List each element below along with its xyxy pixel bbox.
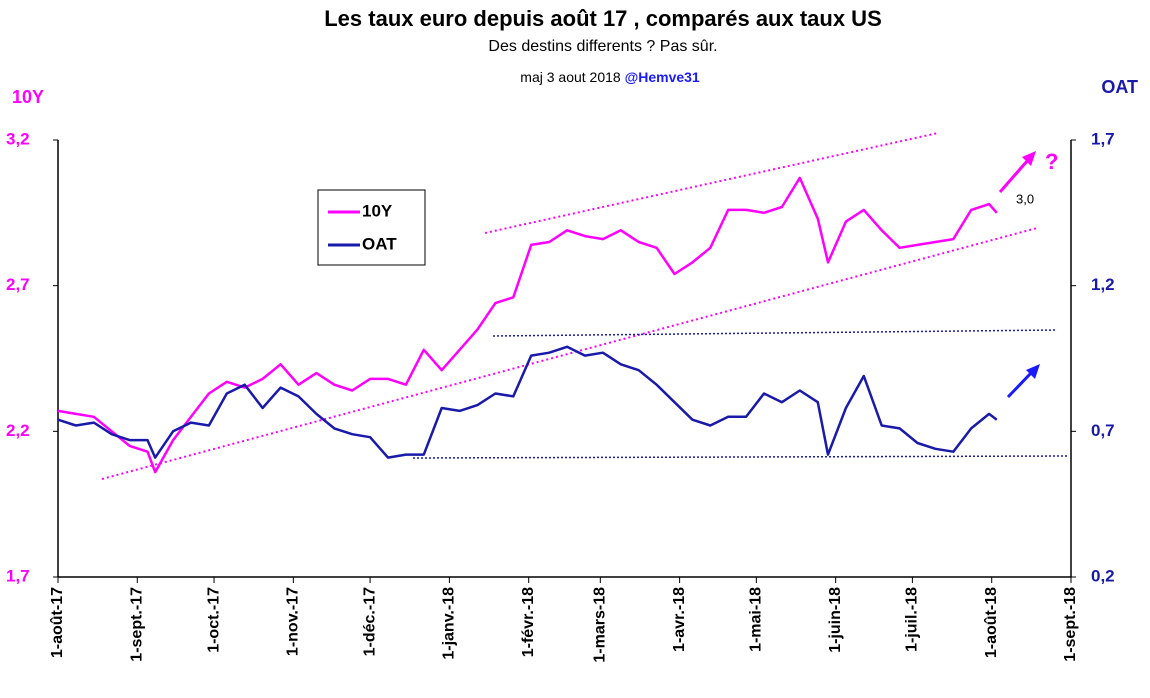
x-tick-label: 1-août-18 <box>983 587 1000 658</box>
y2-tick-label: 0,2 <box>1091 566 1115 585</box>
y-tick-label: 1,7 <box>6 566 30 585</box>
y2-tick-label: 1,7 <box>1091 129 1115 148</box>
x-tick-label: 1-mai-18 <box>748 587 765 652</box>
trend-line <box>484 132 939 234</box>
update-date: maj 3 aout 2018 <box>520 69 624 85</box>
level-line <box>492 329 1058 337</box>
y2-axis-title: OAT <box>1101 77 1138 97</box>
x-tick-label: 1-avr.-18 <box>671 587 688 652</box>
update-note: maj 3 aout 2018 @Hemve31 <box>520 69 700 85</box>
x-tick-label: 1-août-17 <box>49 587 66 658</box>
x-tick-label: 1-juil.-18 <box>904 587 921 652</box>
annotation: 3,0 <box>1016 191 1034 206</box>
chart-subtitle: Des destins differents ? Pas sûr. <box>488 38 717 55</box>
y2-tick-label: 1,2 <box>1091 275 1115 294</box>
author: @Hemve31 <box>625 69 700 85</box>
trend-line <box>101 227 1038 480</box>
annotation: ? <box>1045 149 1058 174</box>
x-tick-label: 1-janv.-18 <box>441 587 458 660</box>
y-axis-title: 10Y <box>12 87 44 107</box>
series-line <box>57 176 998 474</box>
y-tick-label: 2,7 <box>6 275 30 294</box>
x-tick-label: 1-oct.-17 <box>205 587 222 653</box>
x-tick-label: 1-nov.-17 <box>285 587 302 656</box>
arrow <box>1006 370 1034 399</box>
series-line <box>57 345 998 459</box>
legend-box <box>317 189 426 266</box>
arrow-head <box>1026 364 1040 379</box>
chart-title: Les taux euro depuis août 17 , comparés … <box>324 6 882 31</box>
x-tick-label: 1-mars-18 <box>592 587 609 663</box>
y-tick-label: 3,2 <box>6 129 30 148</box>
x-tick-label: 1-sept.-17 <box>129 587 146 662</box>
y2-tick-label: 0,7 <box>1091 421 1115 440</box>
x-tick-label: 1-févr.-18 <box>520 587 537 657</box>
arrow-head <box>1022 151 1036 166</box>
y-tick-label: 2,2 <box>6 421 30 440</box>
legend-label: OAT <box>362 234 397 253</box>
x-tick-label: 1-sept.-18 <box>1062 587 1079 662</box>
level-line <box>412 455 1068 459</box>
x-tick-label: 1-juin-18 <box>827 587 844 653</box>
legend-label: 10Y <box>362 201 393 220</box>
x-tick-label: 1-déc.-17 <box>361 587 378 656</box>
arrow <box>998 159 1030 193</box>
